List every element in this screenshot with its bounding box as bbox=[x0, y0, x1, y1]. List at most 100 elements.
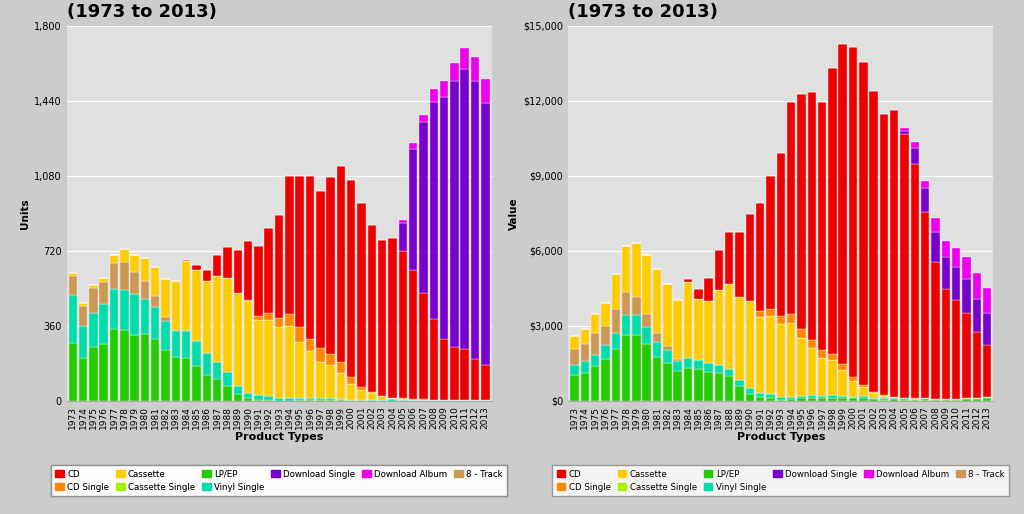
Bar bbox=[674, 300, 682, 359]
Y-axis label: Units: Units bbox=[19, 198, 30, 229]
Bar bbox=[632, 315, 641, 335]
Bar bbox=[120, 262, 129, 290]
Bar bbox=[337, 373, 345, 399]
Bar bbox=[172, 357, 180, 401]
Bar bbox=[306, 400, 314, 401]
Bar bbox=[890, 399, 898, 401]
Bar bbox=[642, 344, 651, 401]
Bar bbox=[244, 398, 252, 401]
Bar bbox=[296, 327, 304, 341]
Bar bbox=[223, 278, 231, 372]
Bar bbox=[652, 269, 662, 334]
Bar bbox=[910, 164, 920, 398]
Bar bbox=[808, 347, 816, 395]
Bar bbox=[337, 166, 345, 361]
Bar bbox=[99, 278, 108, 282]
Bar bbox=[203, 375, 211, 401]
Text: Millions of Dollars
(1973 to 2013): Millions of Dollars (1973 to 2013) bbox=[568, 0, 750, 22]
Y-axis label: Value: Value bbox=[509, 197, 519, 230]
Bar bbox=[378, 240, 386, 396]
Bar bbox=[684, 369, 692, 401]
Bar bbox=[264, 396, 273, 400]
Bar bbox=[798, 396, 806, 398]
Bar bbox=[963, 279, 971, 314]
Bar bbox=[89, 288, 97, 313]
Bar bbox=[182, 331, 190, 358]
Bar bbox=[254, 246, 262, 316]
Bar bbox=[110, 263, 118, 289]
Bar bbox=[694, 369, 702, 401]
Bar bbox=[337, 361, 345, 373]
Bar bbox=[193, 265, 201, 270]
Bar bbox=[274, 397, 284, 401]
Bar bbox=[285, 176, 294, 314]
Bar bbox=[818, 396, 826, 398]
Bar bbox=[973, 299, 981, 333]
Bar bbox=[429, 89, 438, 102]
Bar bbox=[890, 111, 898, 397]
Bar bbox=[766, 398, 775, 401]
Bar bbox=[79, 306, 87, 326]
Bar bbox=[172, 330, 180, 332]
Bar bbox=[735, 297, 743, 380]
Bar bbox=[798, 95, 806, 329]
Bar bbox=[849, 47, 857, 377]
Bar bbox=[162, 317, 170, 321]
Bar bbox=[952, 400, 961, 401]
Bar bbox=[632, 297, 641, 315]
Bar bbox=[306, 398, 314, 400]
Bar bbox=[921, 180, 930, 188]
Bar bbox=[451, 347, 459, 400]
Bar bbox=[172, 332, 180, 357]
Bar bbox=[900, 134, 909, 397]
Bar bbox=[327, 177, 335, 354]
Bar bbox=[481, 399, 489, 400]
Bar bbox=[942, 241, 950, 257]
Bar bbox=[921, 212, 930, 398]
Bar bbox=[642, 255, 651, 314]
Bar bbox=[151, 307, 160, 339]
Bar bbox=[357, 203, 366, 387]
Bar bbox=[296, 176, 304, 327]
Bar bbox=[203, 353, 211, 375]
Bar bbox=[89, 347, 97, 401]
Bar bbox=[745, 394, 754, 401]
Bar bbox=[869, 91, 878, 392]
Bar bbox=[818, 350, 826, 358]
Bar bbox=[798, 398, 806, 401]
Bar bbox=[859, 388, 867, 396]
Bar bbox=[828, 395, 837, 397]
Bar bbox=[642, 327, 651, 344]
Bar bbox=[461, 350, 469, 399]
Bar bbox=[233, 293, 242, 386]
Bar bbox=[798, 338, 806, 396]
Bar bbox=[756, 203, 764, 311]
Bar bbox=[849, 398, 857, 401]
Bar bbox=[306, 351, 314, 398]
Bar bbox=[274, 215, 284, 318]
Bar bbox=[130, 272, 139, 294]
Bar bbox=[900, 399, 909, 401]
Bar bbox=[952, 267, 961, 300]
Bar bbox=[786, 102, 796, 314]
Bar bbox=[808, 398, 816, 401]
Bar bbox=[601, 359, 609, 401]
Bar bbox=[921, 188, 930, 212]
Bar bbox=[591, 314, 599, 334]
Bar bbox=[766, 394, 775, 398]
Bar bbox=[756, 317, 764, 393]
Bar bbox=[316, 400, 325, 401]
Bar bbox=[213, 254, 221, 276]
Bar bbox=[306, 339, 314, 351]
Bar bbox=[786, 314, 796, 323]
Bar bbox=[429, 102, 438, 319]
Bar bbox=[859, 386, 867, 388]
Bar bbox=[601, 303, 609, 326]
Bar bbox=[705, 363, 713, 372]
Bar bbox=[818, 398, 826, 401]
Bar bbox=[162, 279, 170, 317]
Bar bbox=[786, 397, 796, 399]
Bar bbox=[952, 300, 961, 398]
Bar bbox=[451, 63, 459, 81]
Bar bbox=[461, 399, 469, 400]
